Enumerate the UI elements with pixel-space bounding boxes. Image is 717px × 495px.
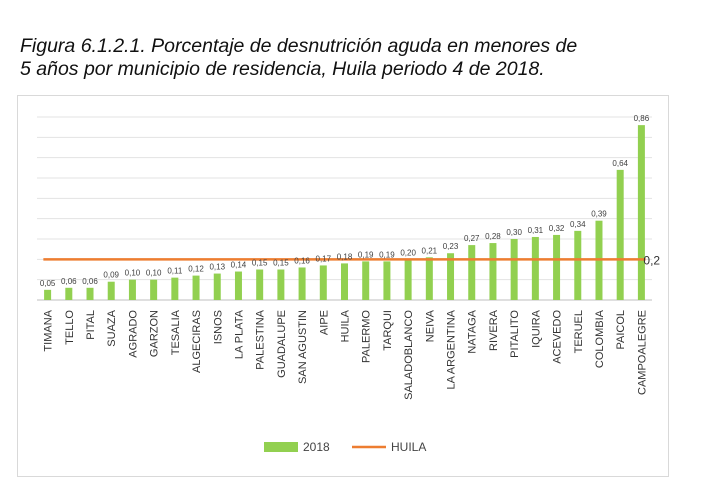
data-label: 0,09: [103, 271, 119, 280]
data-label: 0,23: [443, 242, 459, 251]
x-tick-label: SUAZA: [106, 309, 118, 346]
bar: [362, 261, 370, 300]
x-tick-label: TERUEL: [573, 310, 585, 353]
data-label: 0,05: [40, 279, 56, 288]
reference-line: 0,2: [43, 253, 660, 267]
bar: [298, 267, 306, 300]
bar: [192, 275, 200, 300]
bar: [171, 277, 179, 300]
data-label: 0,31: [528, 226, 544, 235]
x-tick-label: CAMPOALEGRE: [636, 310, 648, 395]
data-label: 0,10: [125, 269, 141, 278]
x-tick-label: AGRADO: [127, 310, 139, 358]
caption-line-1: Figura 6.1.2.1. Porcentaje de desnutrici…: [20, 35, 578, 57]
x-tick-label: TARQUI: [382, 310, 394, 351]
data-label: 0,06: [61, 277, 77, 286]
bar: [213, 273, 221, 300]
data-label: 0,06: [82, 277, 98, 286]
legend: 2018 HUILA: [264, 440, 426, 454]
x-tick-label: PALERMO: [361, 310, 373, 363]
bar: [637, 125, 645, 300]
bar: [65, 287, 73, 300]
x-tick-label: PITALITO: [509, 310, 521, 358]
bar: [616, 169, 624, 300]
data-label: 0,27: [464, 234, 480, 243]
legend-label-2018: 2018: [303, 440, 330, 454]
data-label: 0,16: [294, 256, 310, 265]
x-tick-label: ISNOS: [212, 310, 224, 344]
data-label: 0,15: [252, 259, 268, 268]
x-tick-labels: TIMANA TELLO PITAL SUAZA AGRADO GARZON TESALIA…: [43, 309, 649, 400]
data-label: 0,13: [209, 263, 225, 272]
bar: [150, 279, 158, 300]
bar: [383, 261, 391, 300]
bar: [404, 259, 412, 300]
bar: [319, 265, 327, 300]
x-tick-label: RIVERA: [488, 309, 500, 351]
x-tick-label: GARZON: [149, 310, 161, 357]
data-label: 0,32: [549, 224, 565, 233]
data-label: 0,18: [337, 252, 353, 261]
data-label: 0,30: [506, 228, 522, 237]
legend-label-huila: HUILA: [391, 440, 426, 454]
data-label: 0,10: [146, 269, 162, 278]
bar: [468, 245, 476, 300]
bar: [277, 269, 285, 300]
bar: [128, 279, 136, 300]
x-tick-label: ALGECIRAS: [191, 310, 203, 373]
x-tick-label: COLOMBIA: [594, 309, 606, 368]
x-tick-label: NEIVA: [424, 309, 436, 342]
data-label: 0,17: [316, 254, 332, 263]
legend-swatch-2018: [264, 442, 298, 452]
x-tick-label: GUADALUPE: [276, 310, 288, 378]
x-tick-label: IQUIRA: [530, 309, 542, 348]
x-tick-label: TELLO: [64, 310, 76, 345]
bar: [510, 239, 518, 300]
data-label: 0,19: [358, 250, 374, 259]
data-label: 0,39: [591, 210, 607, 219]
x-tick-label: TIMANA: [43, 309, 55, 351]
x-tick-label: PAICOL: [615, 310, 627, 350]
x-tick-label: NATAGA: [467, 309, 479, 353]
x-tick-label: ACEVEDO: [552, 310, 564, 364]
x-tick-label: PITAL: [85, 310, 97, 340]
bar: [553, 234, 561, 300]
x-tick-label: HUILA: [340, 309, 352, 342]
data-label: 0,11: [167, 267, 183, 276]
x-tick-label: SAN AGUSTIN: [297, 310, 309, 384]
x-tick-label: LA ARGENTINA: [446, 309, 458, 389]
bar: [107, 281, 115, 300]
bar: [489, 243, 497, 300]
caption-line-2: 5 años por municipio de residencia, Huil…: [20, 58, 545, 80]
x-tick-label: TESALIA: [170, 309, 182, 355]
bar: [341, 263, 348, 300]
x-tick-label: AIPE: [318, 310, 330, 335]
data-label: 0,28: [485, 232, 501, 241]
data-label: 0,14: [231, 261, 247, 270]
bar: [574, 230, 582, 300]
data-label: 0,12: [188, 265, 204, 274]
bar: [425, 257, 433, 300]
data-label: 0,20: [400, 248, 416, 257]
data-label: 0,86: [634, 114, 650, 123]
data-label: 0,15: [273, 259, 289, 268]
data-labels: 0,05 0,06 0,06 0,09 0,10 0,10 0,11 0,12 0,13 0,14…: [40, 114, 650, 288]
reference-line-label: 0,2: [643, 253, 660, 267]
bar: [256, 269, 264, 300]
x-tick-label: LA PLATA: [233, 309, 245, 359]
data-label: 0,19: [379, 250, 395, 259]
figure-caption: Figura 6.1.2.1. Porcentaje de desnutrici…: [20, 35, 700, 81]
data-label: 0,21: [422, 246, 438, 255]
bar: [447, 253, 455, 300]
bar: [44, 289, 52, 300]
x-tick-label: SALADOBLANCO: [403, 310, 415, 400]
bar: [86, 287, 94, 300]
data-label: 0,34: [570, 220, 586, 229]
data-label: 0,64: [612, 159, 628, 168]
bar: [234, 271, 242, 300]
bar: [531, 236, 539, 300]
x-tick-label: PALESTINA: [255, 309, 267, 369]
